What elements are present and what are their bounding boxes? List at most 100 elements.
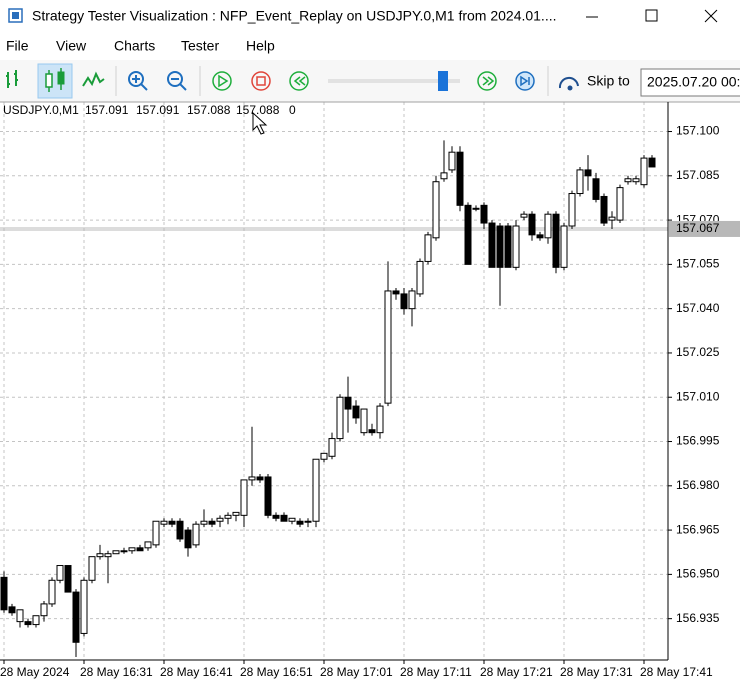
candle-body (624, 178, 632, 183)
candle-body (192, 523, 200, 546)
candle-body (288, 517, 296, 522)
candle-body (384, 290, 392, 404)
candle-body (272, 514, 280, 519)
y-tick-label: 156.995 (676, 434, 720, 448)
candle-body (40, 603, 48, 617)
candle-body (472, 207, 480, 210)
candle-body (112, 550, 120, 555)
candle-body (72, 591, 80, 643)
chart-header-volume: 0 (289, 103, 296, 117)
candle-body (568, 193, 576, 227)
speed-slider[interactable] (328, 79, 460, 83)
app-icon-core (12, 12, 19, 19)
chart-header-open: 157.091 (85, 103, 129, 117)
x-tick-label: 28 May 16:41 (160, 665, 233, 679)
step-button[interactable] (515, 71, 535, 91)
candle-body (304, 520, 312, 523)
maximize-button[interactable] (645, 9, 658, 22)
candle-body (232, 511, 240, 516)
skip-icon (558, 77, 579, 89)
candle-body (144, 541, 152, 549)
y-tick-label: 156.980 (676, 478, 720, 492)
candle-body (56, 565, 64, 581)
candle-body (528, 213, 536, 236)
candle-body (560, 225, 568, 268)
current-price-label: 157.067 (676, 221, 720, 235)
candle-body (464, 204, 472, 265)
stop-button[interactable] (251, 71, 271, 91)
candle-body (360, 408, 368, 434)
candle-body (160, 520, 168, 525)
candle-body (504, 225, 512, 268)
candle-body (176, 520, 184, 540)
y-tick-label: 157.055 (676, 257, 720, 271)
close-button[interactable] (704, 9, 718, 23)
x-tick-label: 28 May 17:31 (560, 665, 633, 679)
candle-body (448, 151, 456, 171)
candle-body (416, 260, 424, 295)
candle-body (456, 151, 464, 206)
candle-body (368, 429, 376, 434)
candle-body (600, 195, 608, 224)
candle-body (328, 438, 336, 457)
candle-body (312, 458, 320, 522)
play-button[interactable] (212, 71, 232, 91)
candle-body (64, 565, 72, 593)
x-tick-label: 28 May 2024 (0, 665, 70, 679)
menu-item[interactable]: Tester (181, 38, 219, 54)
bar-chart-button[interactable] (6, 70, 18, 88)
candle-body (352, 405, 360, 419)
menu-item[interactable]: Help (246, 38, 275, 54)
skip-input[interactable] (640, 68, 740, 97)
mouse-cursor (252, 111, 268, 135)
candle-body (632, 178, 640, 183)
candle-body (432, 181, 440, 239)
slider-thumb[interactable] (438, 71, 448, 91)
line-chart-button[interactable] (82, 71, 105, 87)
candle-body (32, 615, 40, 626)
candle-body (224, 514, 232, 519)
candle-body (128, 547, 136, 552)
candle-body (48, 579, 56, 605)
x-tick-label: 28 May 17:11 (400, 665, 472, 679)
x-tick-label: 28 May 16:51 (240, 665, 313, 679)
app-icon (8, 8, 23, 23)
candle-body (208, 520, 216, 525)
candle-body (88, 556, 96, 581)
zoom-in-button[interactable] (128, 71, 144, 87)
candle-body (592, 178, 600, 200)
candle-body (264, 476, 272, 516)
menu-item[interactable]: File (6, 38, 29, 54)
y-tick-label: 156.935 (676, 611, 720, 625)
skip-label: Skip to (587, 73, 630, 89)
menu-item[interactable]: Charts (114, 38, 155, 54)
skip-input-value[interactable]: 2025.07.20 00: (647, 74, 740, 90)
x-tick-label: 28 May 16:31 (80, 665, 153, 679)
candle-body (424, 234, 432, 262)
rewind-button[interactable] (289, 71, 309, 91)
chart-header-high: 157.091 (136, 103, 180, 117)
candle-body (576, 169, 584, 195)
candle-body (408, 290, 416, 310)
menu-item[interactable]: View (56, 38, 87, 54)
chart: 157.100157.085157.070157.055157.040157.0… (0, 102, 740, 679)
candle-body (248, 476, 256, 481)
candle-body (440, 172, 448, 180)
candle-body (640, 157, 648, 186)
candle-chart-button[interactable] (37, 63, 73, 99)
zoom-out-button[interactable] (167, 71, 183, 87)
candle-body (24, 621, 32, 626)
candle-body (80, 579, 88, 634)
candle-body (544, 213, 552, 239)
candle-body (8, 606, 16, 614)
y-tick-label: 157.025 (676, 345, 720, 359)
fast-forward-button[interactable] (477, 71, 497, 91)
candle-body (584, 169, 592, 177)
candle-body (280, 514, 288, 522)
candle-body (488, 222, 496, 268)
candle-body (536, 234, 544, 239)
candle-body (296, 520, 304, 525)
x-tick-label: 28 May 17:41 (640, 665, 713, 679)
candle-body (256, 476, 264, 481)
